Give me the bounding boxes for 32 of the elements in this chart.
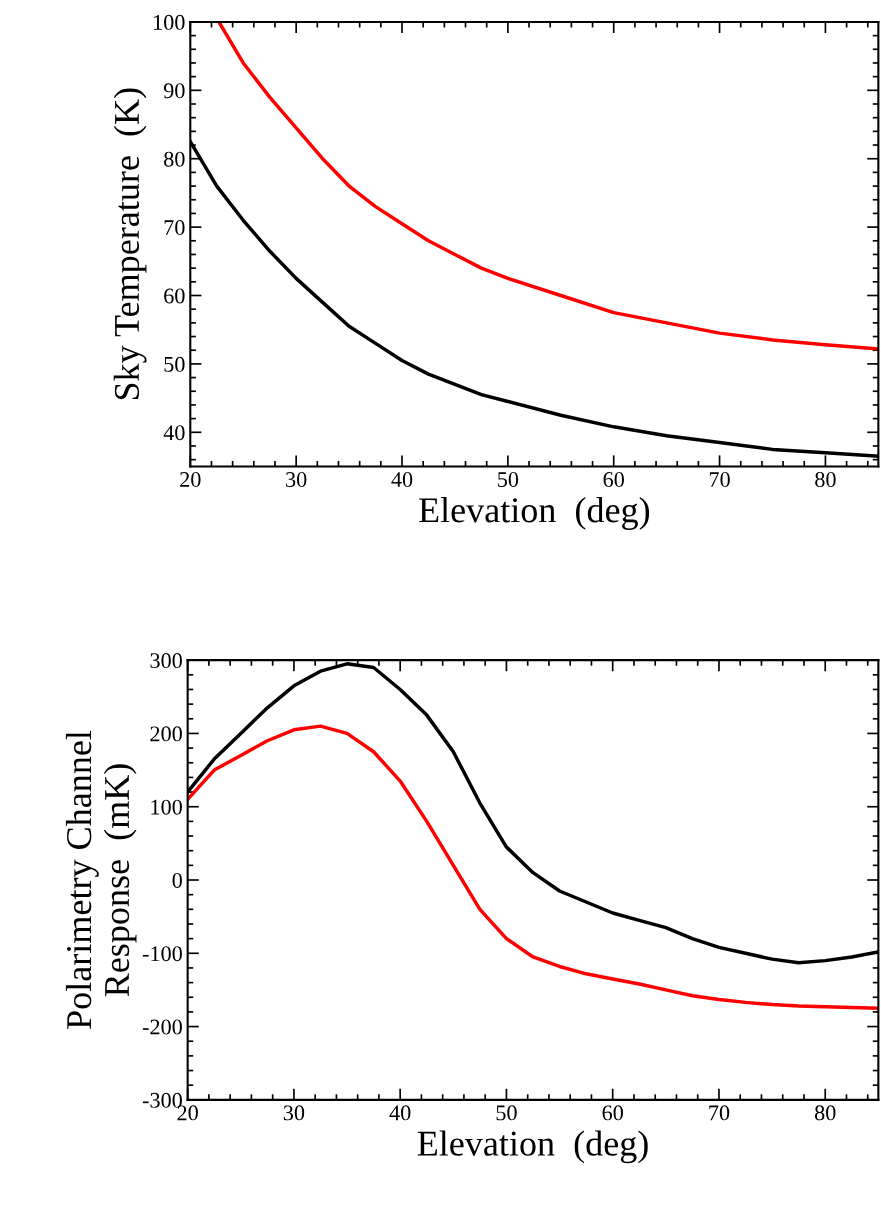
x-tick-label: 50 — [498, 472, 519, 487]
y-axis-title: Polarimetry Channel Response (mK) — [65, 730, 137, 1029]
x-axis-title: Elevation (deg) — [419, 497, 650, 530]
y-axis-title: Sky Temperature (K) — [113, 88, 147, 400]
x-tick-label: 70 — [709, 1105, 730, 1121]
x-tick-label: 80 — [815, 472, 836, 487]
y-tick-label: 60 — [164, 288, 185, 304]
y-tick-label: 0 — [172, 872, 182, 888]
y-tick-label: 200 — [150, 726, 182, 742]
y-tick-label: -100 — [142, 946, 182, 962]
y-tick-label: 70 — [164, 220, 185, 236]
x-tick-label: 20 — [180, 472, 201, 487]
y-tick-label: 50 — [164, 356, 185, 372]
x-tick-label: 50 — [496, 1105, 517, 1121]
x-axis-title: Elevation (deg) — [417, 1130, 648, 1164]
y-tick-label: 40 — [163, 425, 185, 441]
y-tick-label: 90 — [163, 83, 185, 99]
y-tick-label: 80 — [164, 151, 185, 167]
x-tick-label: 60 — [603, 472, 624, 487]
y-tick-label: -200 — [142, 1019, 182, 1035]
x-tick-label: 40 — [391, 472, 413, 487]
x-tick-label: 80 — [814, 1105, 836, 1121]
y-tick-label: 100 — [151, 799, 182, 815]
x-tick-label: 40 — [389, 1105, 411, 1121]
y-tick-label: 300 — [150, 653, 182, 669]
line-series — [187, 724, 879, 1010]
y-tick-label: 100 — [154, 14, 185, 30]
x-tick-label: 30 — [286, 472, 307, 487]
x-tick-label: 60 — [602, 1105, 623, 1121]
line-series — [217, 21, 879, 351]
x-tick-label: 30 — [283, 1105, 305, 1121]
x-tick-label: 70 — [709, 472, 730, 487]
